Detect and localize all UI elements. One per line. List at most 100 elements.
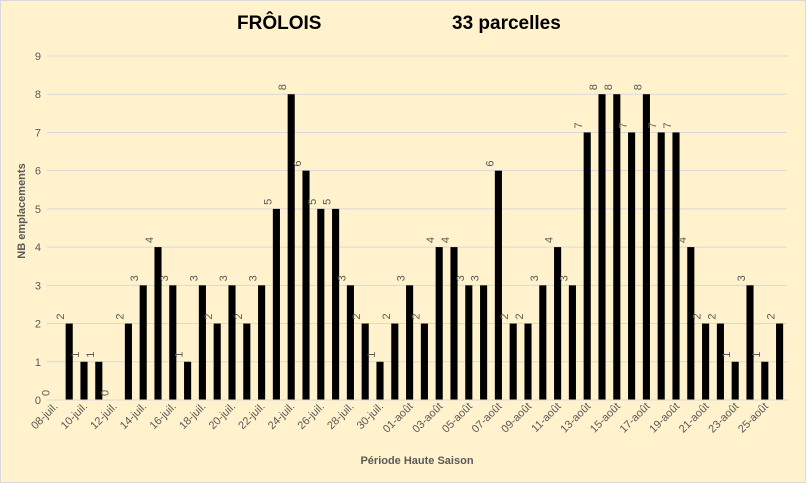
x-tick-label: 13-août xyxy=(558,401,593,436)
data-label: 3 xyxy=(470,275,482,281)
data-label: 5 xyxy=(262,199,274,205)
x-tick-label: 22-juil. xyxy=(236,401,267,432)
data-label: 2 xyxy=(351,313,363,319)
x-axis-title: Période Haute Saison xyxy=(360,455,473,467)
bar xyxy=(124,323,132,400)
bar xyxy=(243,323,251,400)
bar xyxy=(761,361,769,400)
data-label: 8 xyxy=(603,84,615,90)
bar xyxy=(228,285,236,400)
data-label: 4 xyxy=(544,237,556,243)
bar xyxy=(672,132,680,400)
data-label: 0 xyxy=(40,390,52,396)
x-tick-label: 07-août xyxy=(470,401,505,436)
bar xyxy=(65,323,73,400)
y-tick-label: 0 xyxy=(35,395,41,407)
y-tick-label: 7 xyxy=(35,127,41,139)
bar xyxy=(583,132,591,400)
data-label: 3 xyxy=(159,275,171,281)
data-label: 4 xyxy=(677,237,689,243)
y-tick-label: 8 xyxy=(35,89,41,101)
data-label: 4 xyxy=(144,237,156,243)
y-tick-label: 5 xyxy=(35,204,41,216)
bar xyxy=(657,132,665,400)
bar xyxy=(420,323,428,400)
x-tick-label: 03-août xyxy=(410,401,445,436)
bar xyxy=(465,285,473,400)
data-label: 7 xyxy=(618,122,630,128)
x-tick-label: 01-août xyxy=(381,401,416,436)
data-label: 3 xyxy=(248,275,260,281)
x-tick-label: 18-juil. xyxy=(177,401,208,432)
x-tick-label: 09-août xyxy=(499,401,534,436)
bar xyxy=(598,94,606,400)
data-label: 2 xyxy=(203,313,215,319)
data-label: 2 xyxy=(233,313,245,319)
bar xyxy=(480,285,488,400)
y-tick-label: 1 xyxy=(35,357,41,369)
data-label: 2 xyxy=(381,313,393,319)
x-tick-label: 16-juil. xyxy=(148,401,179,432)
bar xyxy=(184,361,192,400)
bar xyxy=(391,323,399,400)
bar xyxy=(198,285,206,400)
bar xyxy=(154,247,162,400)
x-tick-label: 20-juil. xyxy=(207,401,238,432)
data-label: 1 xyxy=(174,352,186,358)
data-label: 6 xyxy=(484,161,496,167)
data-label: 2 xyxy=(766,313,778,319)
bar xyxy=(776,323,784,400)
data-label: 2 xyxy=(514,313,526,319)
data-label: 7 xyxy=(647,122,659,128)
bar xyxy=(139,285,147,400)
bar xyxy=(554,247,562,400)
y-tick-label: 9 xyxy=(35,51,41,63)
data-label: 4 xyxy=(425,237,437,243)
x-tick-label: 10-juil. xyxy=(59,401,90,432)
bar xyxy=(258,285,266,400)
y-tick-label: 3 xyxy=(35,280,41,292)
bar xyxy=(613,94,621,400)
x-tick-label: 25-août xyxy=(736,401,771,436)
data-label: 8 xyxy=(277,84,289,90)
bar xyxy=(361,323,369,400)
data-label: 4 xyxy=(440,237,452,243)
bars xyxy=(65,94,784,400)
data-label: 2 xyxy=(706,313,718,319)
data-label: 2 xyxy=(114,313,126,319)
bar xyxy=(628,132,636,400)
bar xyxy=(731,361,739,400)
bar xyxy=(95,361,103,400)
data-label: 3 xyxy=(396,275,408,281)
data-label: 1 xyxy=(366,352,378,358)
data-label: 1 xyxy=(721,352,733,358)
bar xyxy=(213,323,221,400)
bar xyxy=(80,361,88,400)
bar xyxy=(287,94,295,400)
x-tick-label: 17-août xyxy=(618,401,653,436)
chart-subtitle: 33 parcelles xyxy=(452,13,561,34)
bar xyxy=(746,285,754,400)
data-label: 2 xyxy=(410,313,422,319)
data-label: 0 xyxy=(100,390,112,396)
x-tick-label: 28-juil. xyxy=(325,401,356,432)
bar xyxy=(494,170,502,400)
bar xyxy=(272,208,280,400)
data-label: 3 xyxy=(218,275,230,281)
data-label: 3 xyxy=(529,275,541,281)
data-label: 2 xyxy=(499,313,511,319)
bar xyxy=(642,94,650,400)
bar xyxy=(702,323,710,400)
bar xyxy=(406,285,414,400)
x-tick-label: 23-août xyxy=(706,401,741,436)
x-tick-label: 11-août xyxy=(529,401,563,435)
x-tick-label: 24-juil. xyxy=(266,401,297,432)
x-axis-ticks: 08-juil.10-juil.12-juil.14-juil.16-juil.… xyxy=(29,401,771,436)
y-tick-label: 4 xyxy=(35,242,41,254)
x-tick-label: 08-juil. xyxy=(29,401,60,432)
data-label: 1 xyxy=(751,352,763,358)
x-tick-label: 19-août xyxy=(647,401,682,436)
data-label: 7 xyxy=(662,122,674,128)
bar xyxy=(524,323,532,400)
